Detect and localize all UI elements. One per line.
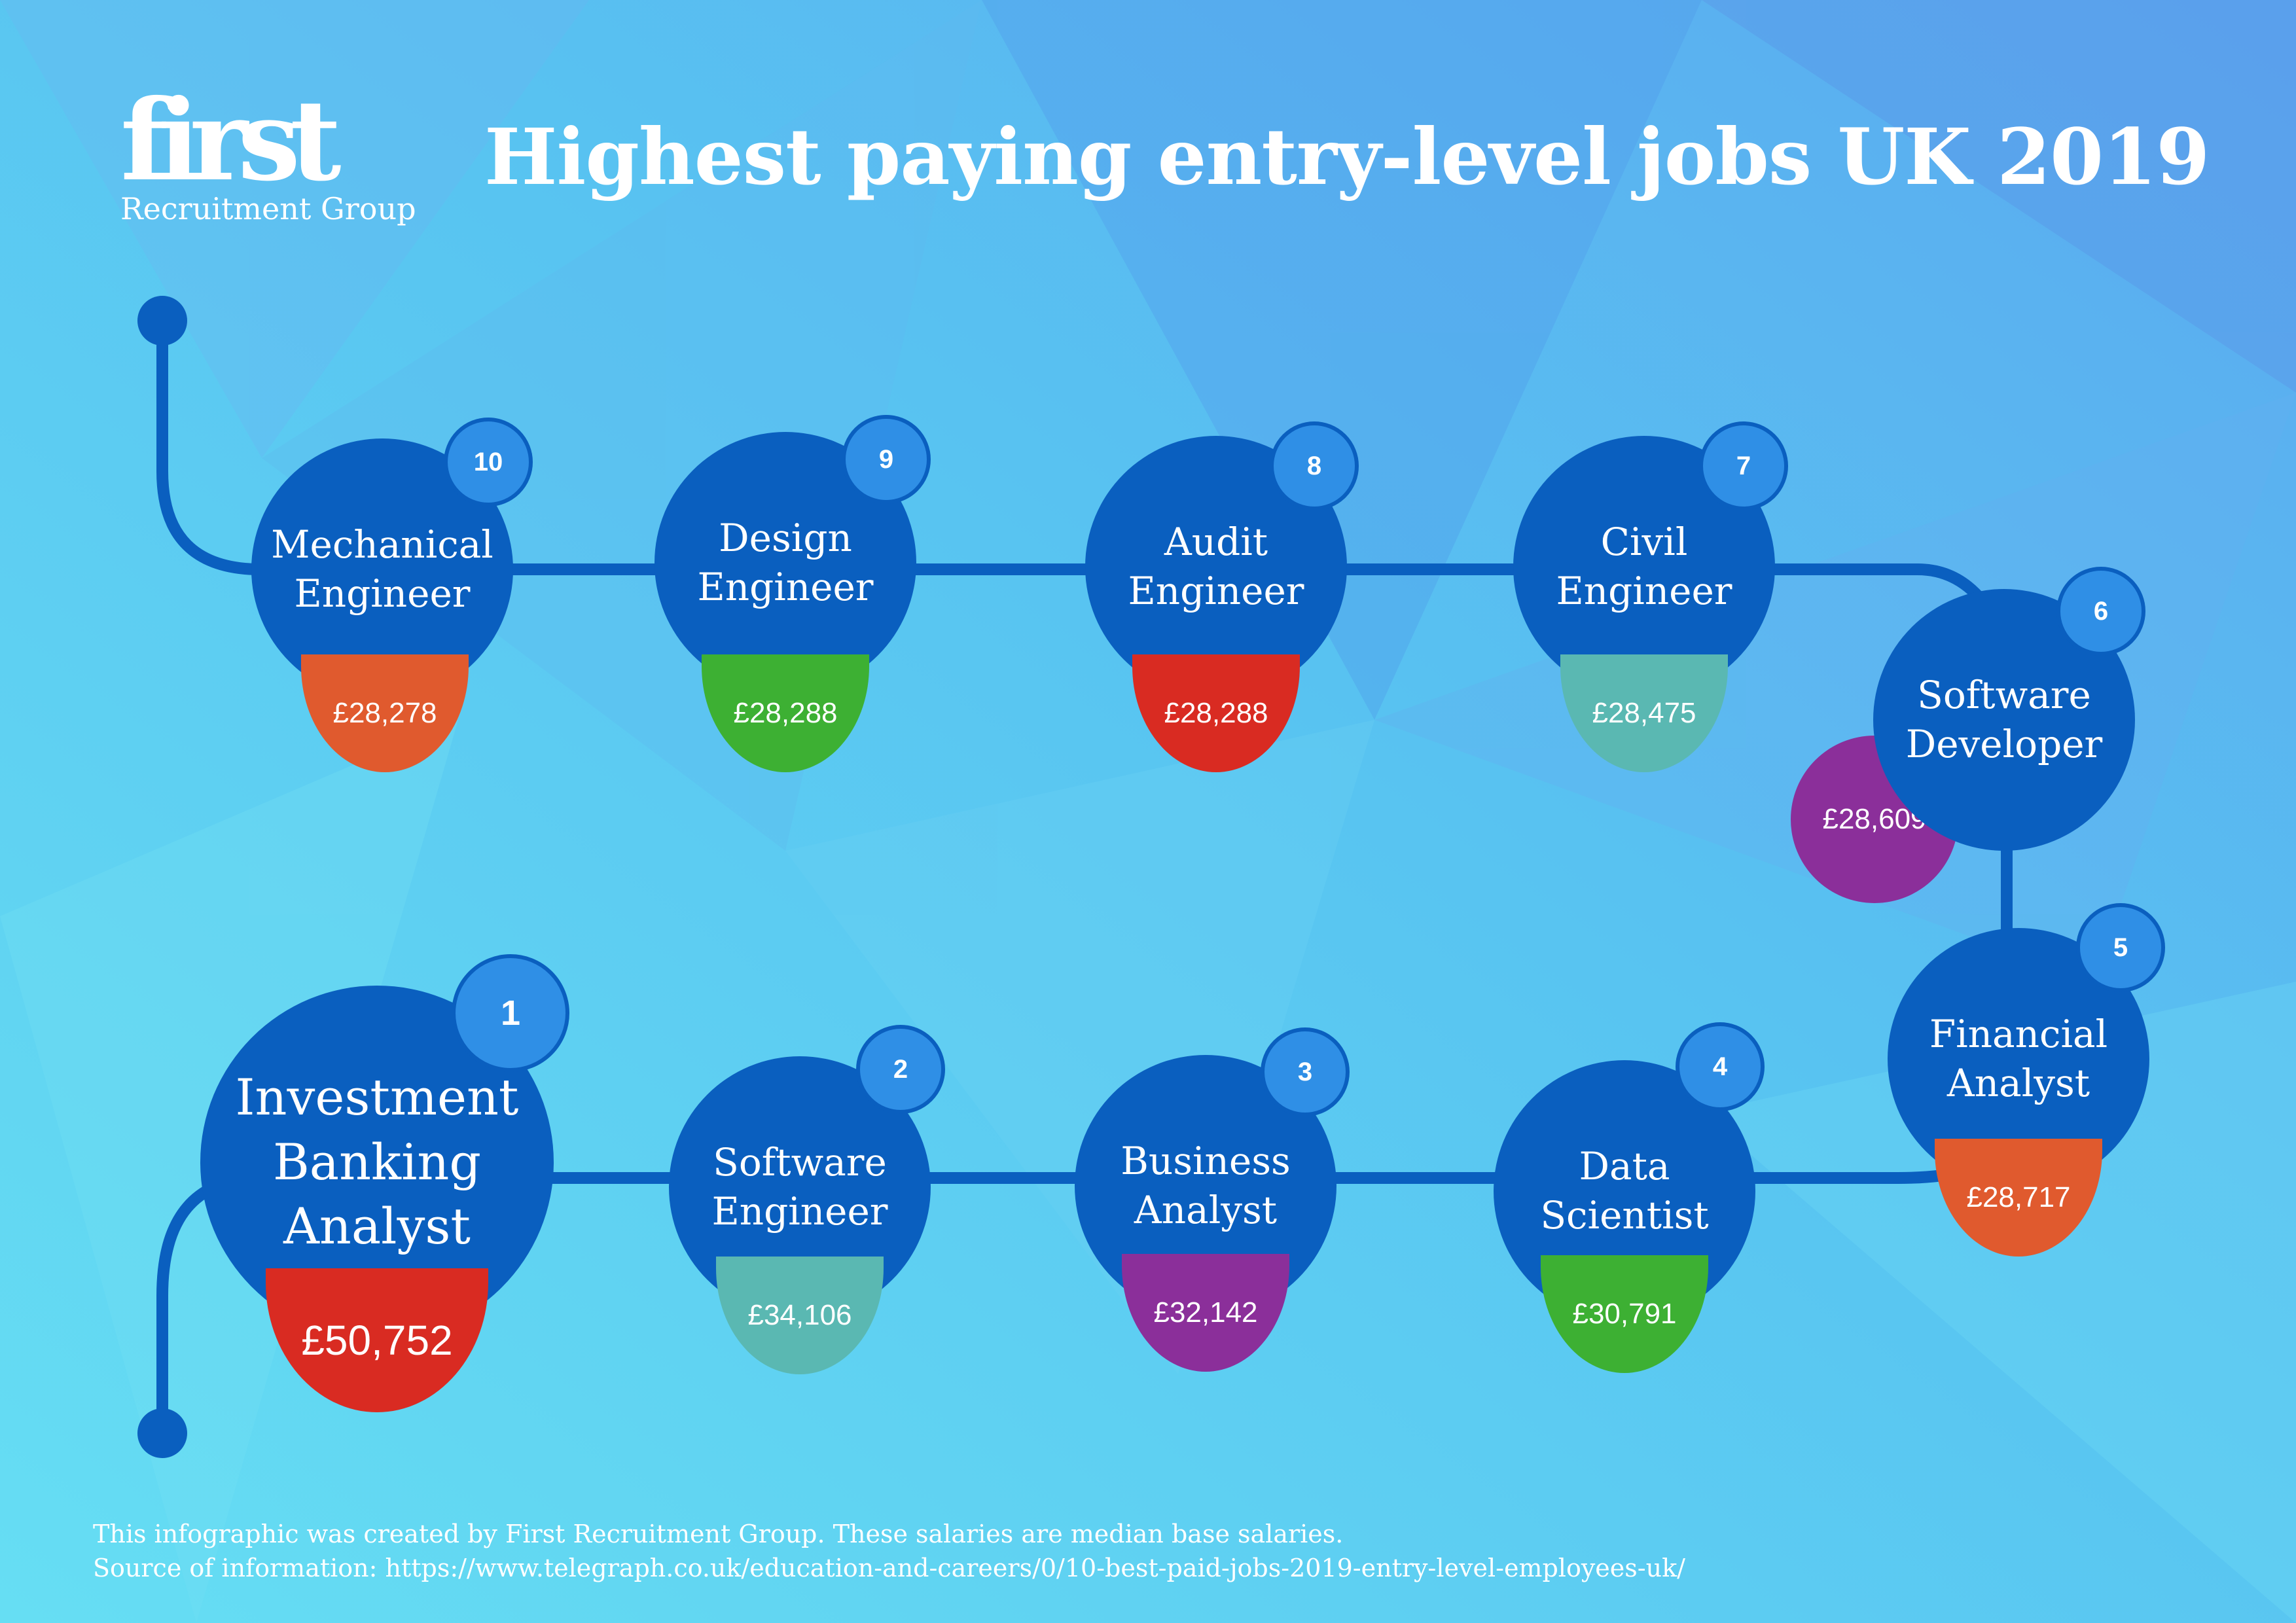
job-title: Data Scientist — [1540, 1143, 1709, 1238]
job-circle: Civil Engineer — [1513, 436, 1775, 698]
job-title: Software Engineer — [711, 1139, 888, 1234]
rank-badge: 8 — [1270, 421, 1359, 510]
rank-badge: 6 — [2056, 567, 2145, 656]
track-start-dot — [137, 296, 187, 346]
job-title: Design Engineer — [697, 515, 874, 609]
job-title: Investment Banking Analyst — [235, 1067, 519, 1256]
rank-badge: 9 — [842, 415, 931, 504]
track-end-dot — [137, 1408, 187, 1458]
rank-badge: 10 — [444, 418, 533, 507]
footer-source: Source of information: https://www.teleg… — [93, 1554, 1685, 1582]
job-title: Financial Analyst — [1929, 1011, 2108, 1105]
job-title: Audit Engineer — [1128, 519, 1304, 613]
logo-wordmark: first — [120, 75, 341, 206]
job-title: Software Developer — [1905, 672, 2103, 766]
logo-subtitle: Recruitment Group — [120, 191, 416, 226]
job-title: Business Analyst — [1121, 1138, 1291, 1232]
rank-badge: 3 — [1261, 1027, 1350, 1116]
job-title: Mechanical Engineer — [271, 522, 493, 616]
rank-badge: 4 — [1676, 1022, 1765, 1111]
rank-badge: 2 — [856, 1025, 945, 1114]
footer: This infographic was created by First Re… — [93, 1517, 1685, 1585]
job-circle: Audit Engineer — [1085, 436, 1347, 698]
job-circle: Software Developer — [1873, 589, 2135, 851]
job-title: Civil Engineer — [1556, 519, 1732, 613]
logo: first Recruitment Group — [120, 85, 416, 226]
footer-credit: This infographic was created by First Re… — [93, 1520, 1344, 1548]
rank-badge: 7 — [1699, 421, 1788, 510]
page-title: Highest paying entry-level jobs UK 2019 — [484, 111, 2210, 202]
rank-badge: 5 — [2076, 903, 2165, 992]
rank-badge: 1 — [452, 954, 569, 1072]
